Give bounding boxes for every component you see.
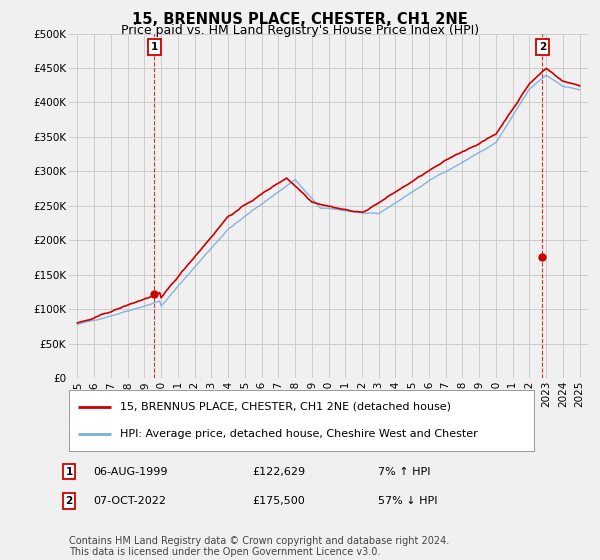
Text: Contains HM Land Registry data © Crown copyright and database right 2024.
This d: Contains HM Land Registry data © Crown c… <box>69 535 449 557</box>
Text: 1: 1 <box>151 43 158 53</box>
Text: 57% ↓ HPI: 57% ↓ HPI <box>378 496 437 506</box>
Text: Price paid vs. HM Land Registry's House Price Index (HPI): Price paid vs. HM Land Registry's House … <box>121 24 479 36</box>
Text: 7% ↑ HPI: 7% ↑ HPI <box>378 466 431 477</box>
Text: HPI: Average price, detached house, Cheshire West and Chester: HPI: Average price, detached house, Ches… <box>120 430 478 440</box>
Text: £175,500: £175,500 <box>252 496 305 506</box>
Text: 2: 2 <box>539 43 546 53</box>
Text: 2: 2 <box>65 496 73 506</box>
Text: 15, BRENNUS PLACE, CHESTER, CH1 2NE (detached house): 15, BRENNUS PLACE, CHESTER, CH1 2NE (det… <box>120 402 451 412</box>
Text: 15, BRENNUS PLACE, CHESTER, CH1 2NE: 15, BRENNUS PLACE, CHESTER, CH1 2NE <box>132 12 468 27</box>
Text: 1: 1 <box>65 466 73 477</box>
Text: 07-OCT-2022: 07-OCT-2022 <box>93 496 166 506</box>
Text: 06-AUG-1999: 06-AUG-1999 <box>93 466 167 477</box>
Text: £122,629: £122,629 <box>252 466 305 477</box>
